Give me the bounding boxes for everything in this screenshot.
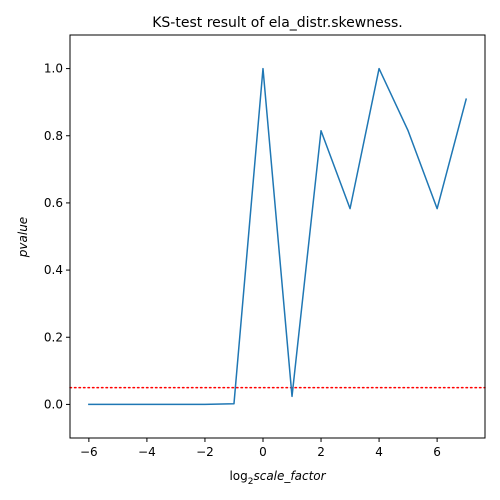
y-tick-label: 0.0 [44, 397, 63, 411]
y-tick-label: 0.4 [44, 263, 63, 277]
x-axis-label-prefix: log [229, 469, 247, 483]
y-tick-label: 0.8 [44, 129, 63, 143]
y-tick-label: 0.2 [44, 330, 63, 344]
x-tick-label: 4 [375, 445, 383, 459]
series-line-0 [88, 67, 468, 406]
x-axis-label-main: scale_factor [253, 469, 326, 483]
x-axis-label-subscript: 2 [248, 477, 254, 487]
x-axis-label: log2scale_factor [229, 469, 326, 487]
plot-area: −6 −4 −2 0 2 4 6 0.0 0.2 0.4 0.6 0.8 1.0 [44, 34, 486, 459]
y-tick-label: 1.0 [44, 62, 63, 76]
y-tick-label: 0.6 [44, 196, 63, 210]
x-tick-label: −4 [138, 445, 156, 459]
x-tick-label: −6 [80, 445, 98, 459]
chart-title: KS-test result of ela_distr.skewness. [152, 15, 403, 31]
x-tick-label: 0 [259, 445, 267, 459]
y-axis-label: pvalue [16, 217, 30, 258]
x-tick-label: 2 [317, 445, 325, 459]
axes-frame [69, 34, 486, 439]
x-tick-label: 6 [433, 445, 441, 459]
x-tick-label: −2 [196, 445, 214, 459]
